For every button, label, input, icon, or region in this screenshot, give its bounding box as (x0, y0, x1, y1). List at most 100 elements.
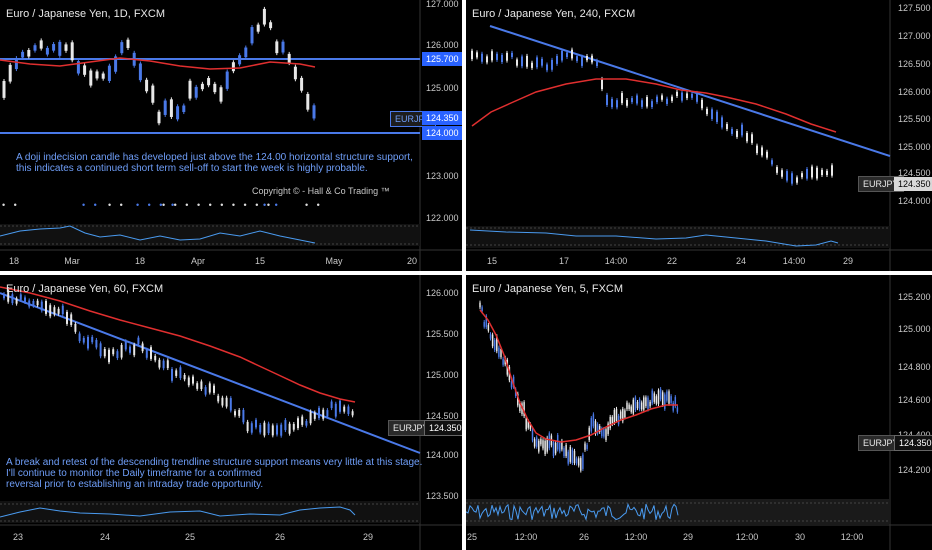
m5-candles (479, 300, 679, 473)
y-tick: 125.500 (898, 114, 931, 124)
candle-body (645, 397, 647, 407)
candle-body (49, 305, 52, 317)
symbol-tag: EURJPY (858, 435, 904, 451)
candle-body (517, 393, 519, 406)
pane-divider-vertical[interactable] (462, 0, 466, 550)
candle-body (70, 314, 73, 325)
candle-body (250, 423, 253, 433)
y-tick: 124.600 (898, 395, 931, 405)
x-tick: 17 (558, 256, 570, 266)
candle-body (511, 52, 513, 58)
candle-body (238, 55, 242, 65)
chart-pane-240[interactable]: Euro / Japanese Yen, 240, FXCM 127.500 1… (466, 0, 932, 271)
candle-body (636, 402, 639, 409)
candle-body (636, 95, 638, 104)
candle-body (491, 334, 494, 347)
x-tick: 30 (794, 532, 806, 542)
candle-body (244, 47, 248, 58)
descending-trendline (0, 292, 421, 454)
candle-body (638, 399, 641, 410)
candle-body (501, 54, 503, 63)
candle-body (626, 402, 628, 410)
candle-body (647, 397, 649, 410)
candle-body (312, 105, 316, 119)
x-tick: 24 (735, 256, 747, 266)
candle-body (297, 418, 299, 429)
pane-title: Euro / Japanese Yen, 1D, FXCM (6, 8, 165, 20)
event-markers: • • (108, 200, 126, 210)
y-tick: 126.000 (426, 288, 459, 298)
candle-body (525, 418, 527, 430)
candle-body (674, 397, 677, 407)
pane-divider-horizontal[interactable] (0, 271, 932, 275)
candle-body (655, 396, 658, 404)
candle-body (706, 108, 708, 115)
candle-body (471, 50, 473, 60)
candle-body (563, 448, 565, 457)
candle-body (7, 288, 10, 302)
candle-body (491, 51, 493, 61)
candle-body (512, 376, 515, 387)
moving-average-line (471, 78, 837, 133)
candle-body (781, 170, 783, 177)
h1-candles (3, 286, 354, 438)
candle-body (163, 100, 167, 115)
candle-body (588, 427, 590, 441)
candle-body (343, 406, 346, 412)
candle-body (609, 416, 611, 429)
candle-body (493, 340, 496, 350)
candle-body (287, 53, 291, 64)
candle-body (607, 423, 609, 434)
candle-body (271, 425, 274, 436)
price-tag-last: 124.350 (422, 111, 462, 125)
candle-body (811, 166, 813, 178)
candle-body (351, 411, 354, 416)
candle-body (262, 8, 266, 25)
candle-body (591, 55, 593, 63)
candle-body (89, 70, 93, 86)
candle-body (529, 424, 532, 430)
candle-body (771, 160, 773, 165)
candle-body (27, 49, 31, 57)
candle-body (200, 381, 203, 390)
y-tick: 127.500 (898, 3, 931, 13)
candle-body (626, 100, 628, 106)
y-tick: 125.000 (426, 83, 459, 93)
candle-body (651, 390, 653, 404)
candle-body (594, 421, 597, 434)
pane-title: Euro / Japanese Yen, 60, FXCM (6, 283, 164, 295)
x-tick: 29 (842, 256, 854, 266)
chart-pane-5[interactable]: Euro / Japanese Yen, 5, FXCM 125.200 125… (466, 275, 932, 550)
candle-body (182, 105, 186, 113)
chart-pane-60[interactable]: Euro / Japanese Yen, 60, FXCM 126.000 12… (0, 275, 462, 550)
candle-body (686, 93, 688, 99)
candle-body (573, 450, 576, 464)
candle-body (293, 66, 297, 80)
candle-body (269, 22, 273, 29)
candle-body (231, 62, 235, 72)
candle-body (61, 305, 64, 315)
candle-body (313, 412, 316, 419)
price-tag-last: 124.350 (894, 177, 932, 191)
candle-body (561, 440, 563, 450)
chart-pane-daily[interactable]: Euro / Japanese Yen, 1D, FXCM 127.000 12… (0, 0, 462, 271)
candle-body (676, 407, 679, 412)
candle-body (624, 410, 626, 418)
candle-body (256, 24, 260, 32)
candle-body (826, 170, 828, 175)
candle-body (666, 391, 668, 401)
candle-body (40, 301, 43, 311)
candle-body (601, 78, 603, 90)
y-tick: 125.000 (426, 370, 459, 380)
candle-body (288, 423, 291, 434)
candle-body (533, 439, 536, 447)
candle-body (691, 93, 693, 98)
candle-body (192, 376, 194, 384)
candle-body (322, 409, 325, 419)
candle-body (176, 106, 180, 120)
candle-body (643, 397, 645, 410)
x-tick: Apr (190, 256, 206, 266)
candle-body (496, 336, 498, 352)
candle-body (731, 128, 733, 134)
candle-body (726, 124, 728, 130)
